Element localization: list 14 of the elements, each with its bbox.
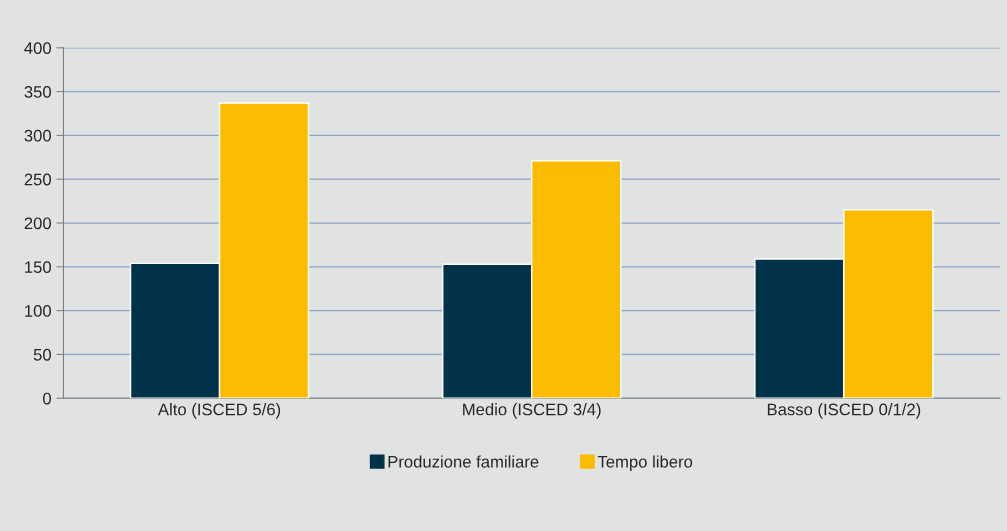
y-tick-label: 100 [25, 305, 51, 317]
x-tick-label: Medio (ISCED 3/4) [463, 403, 601, 419]
y-tick-label: 0 [43, 392, 51, 405]
x-tick-label: Alto (ISCED 5/6) [157, 403, 281, 419]
y-tick-label: 150 [25, 261, 51, 274]
y-tick-label: 350 [24, 86, 51, 98]
legend-label: Produzione familiare [388, 455, 539, 468]
x-tick-label: Basso (ISCED 0/1/2) [767, 403, 921, 419]
y-tick-label: 300 [24, 129, 51, 142]
y-tick-label: 200 [24, 217, 51, 230]
y-tick-label: 250 [24, 173, 51, 186]
y-tick-label: 400 [24, 42, 51, 54]
y-tick-label: 50 [33, 348, 51, 361]
legend-label: Tempo libero [597, 455, 693, 471]
